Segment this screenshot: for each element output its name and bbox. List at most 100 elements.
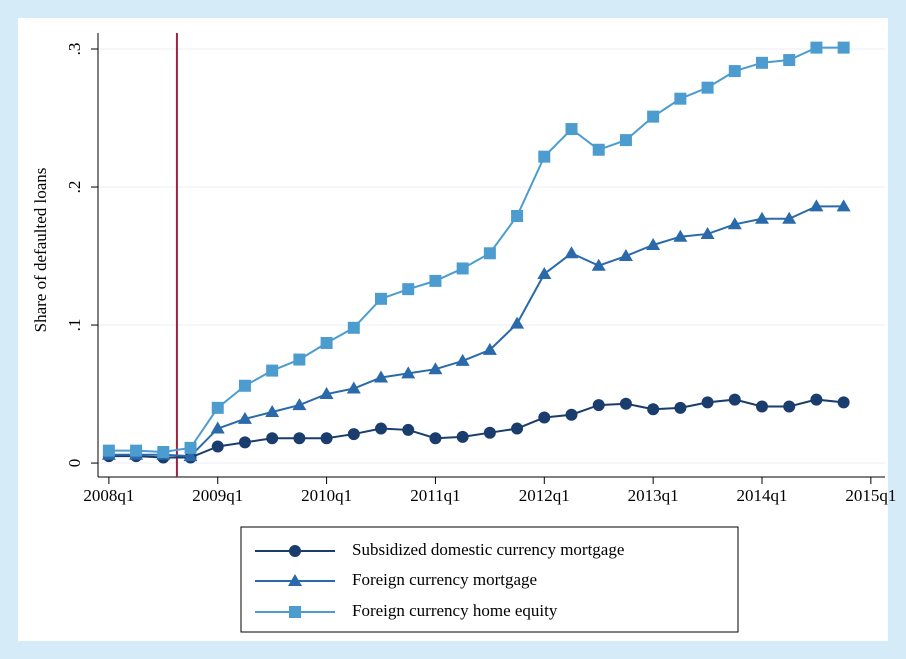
x-tick-label: 2009q1 — [192, 486, 243, 505]
marker — [375, 422, 388, 435]
marker — [211, 401, 224, 414]
marker — [646, 237, 661, 250]
marker — [347, 428, 360, 441]
marker — [102, 444, 115, 457]
marker — [755, 56, 768, 69]
marker — [619, 397, 632, 410]
marker — [157, 446, 170, 459]
marker — [510, 316, 525, 329]
series-line — [108, 398, 844, 459]
marker — [320, 432, 333, 445]
marker — [456, 262, 469, 275]
y-tick-label: .3 — [65, 43, 84, 56]
y-tick-label: .2 — [65, 181, 84, 194]
marker — [701, 396, 714, 409]
marker — [810, 393, 823, 406]
marker — [483, 247, 496, 260]
x-tick-label: 2008q1 — [83, 486, 134, 505]
marker — [592, 399, 605, 412]
marker — [592, 143, 605, 156]
legend-marker — [289, 545, 301, 557]
marker — [837, 41, 850, 54]
marker — [783, 400, 796, 413]
marker — [565, 123, 578, 136]
legend-marker — [288, 574, 302, 586]
marker — [238, 379, 251, 392]
marker — [700, 226, 715, 239]
x-tick-label: 2014q1 — [736, 486, 787, 505]
marker — [266, 364, 279, 377]
marker — [701, 81, 714, 94]
marker — [456, 430, 469, 443]
marker — [402, 423, 415, 436]
marker — [728, 393, 741, 406]
marker — [537, 266, 552, 279]
legend-label: Foreign currency home equity — [352, 601, 558, 620]
marker — [591, 258, 606, 271]
marker — [265, 404, 280, 417]
marker — [673, 229, 688, 242]
marker — [538, 411, 551, 424]
marker — [455, 353, 470, 366]
marker — [565, 408, 578, 421]
legend-label: Subsidized domestic currency mortgage — [352, 540, 624, 559]
marker — [293, 353, 306, 366]
y-axis-label: Share of defaulted loans — [31, 168, 50, 333]
marker — [402, 283, 415, 296]
legend-box — [240, 526, 739, 633]
marker — [401, 366, 416, 379]
marker — [647, 403, 660, 416]
x-tick-label: 2012q1 — [519, 486, 570, 505]
marker — [374, 370, 389, 383]
marker — [727, 217, 742, 230]
marker — [674, 92, 687, 105]
series-line — [108, 46, 844, 454]
marker — [783, 54, 796, 67]
marker — [320, 336, 333, 349]
marker — [755, 400, 768, 413]
marker — [564, 246, 579, 259]
marker — [375, 292, 388, 305]
marker — [511, 422, 524, 435]
marker — [237, 411, 252, 424]
x-tick-label: 2011q1 — [410, 486, 460, 505]
marker — [210, 421, 225, 434]
marker — [483, 426, 496, 439]
marker — [809, 199, 824, 212]
x-tick-label: 2013q1 — [628, 486, 679, 505]
marker — [293, 432, 306, 445]
marker — [238, 436, 251, 449]
marker — [266, 432, 279, 445]
marker — [482, 342, 497, 355]
marker — [319, 387, 334, 400]
marker — [184, 441, 197, 454]
marker — [754, 211, 769, 224]
marker — [346, 381, 361, 394]
marker — [292, 398, 307, 411]
series-line — [108, 205, 844, 458]
y-tick-label: 0 — [65, 459, 84, 468]
marker — [428, 362, 443, 375]
marker — [810, 41, 823, 54]
marker — [183, 449, 198, 462]
marker — [782, 211, 797, 224]
marker — [511, 210, 524, 223]
x-tick-label: 2015q1 — [845, 486, 896, 505]
marker — [429, 274, 442, 287]
y-tick-label: .1 — [65, 319, 84, 332]
marker — [618, 249, 633, 262]
marker — [347, 321, 360, 334]
marker — [429, 432, 442, 445]
marker — [647, 110, 660, 123]
legend-marker — [289, 606, 301, 618]
x-tick-label: 2010q1 — [301, 486, 352, 505]
marker — [619, 134, 632, 147]
marker — [538, 150, 551, 163]
marker — [674, 401, 687, 414]
marker — [211, 440, 224, 453]
marker — [837, 396, 850, 409]
marker — [130, 444, 143, 457]
marker — [728, 65, 741, 78]
legend-label: Foreign currency mortgage — [352, 570, 537, 589]
